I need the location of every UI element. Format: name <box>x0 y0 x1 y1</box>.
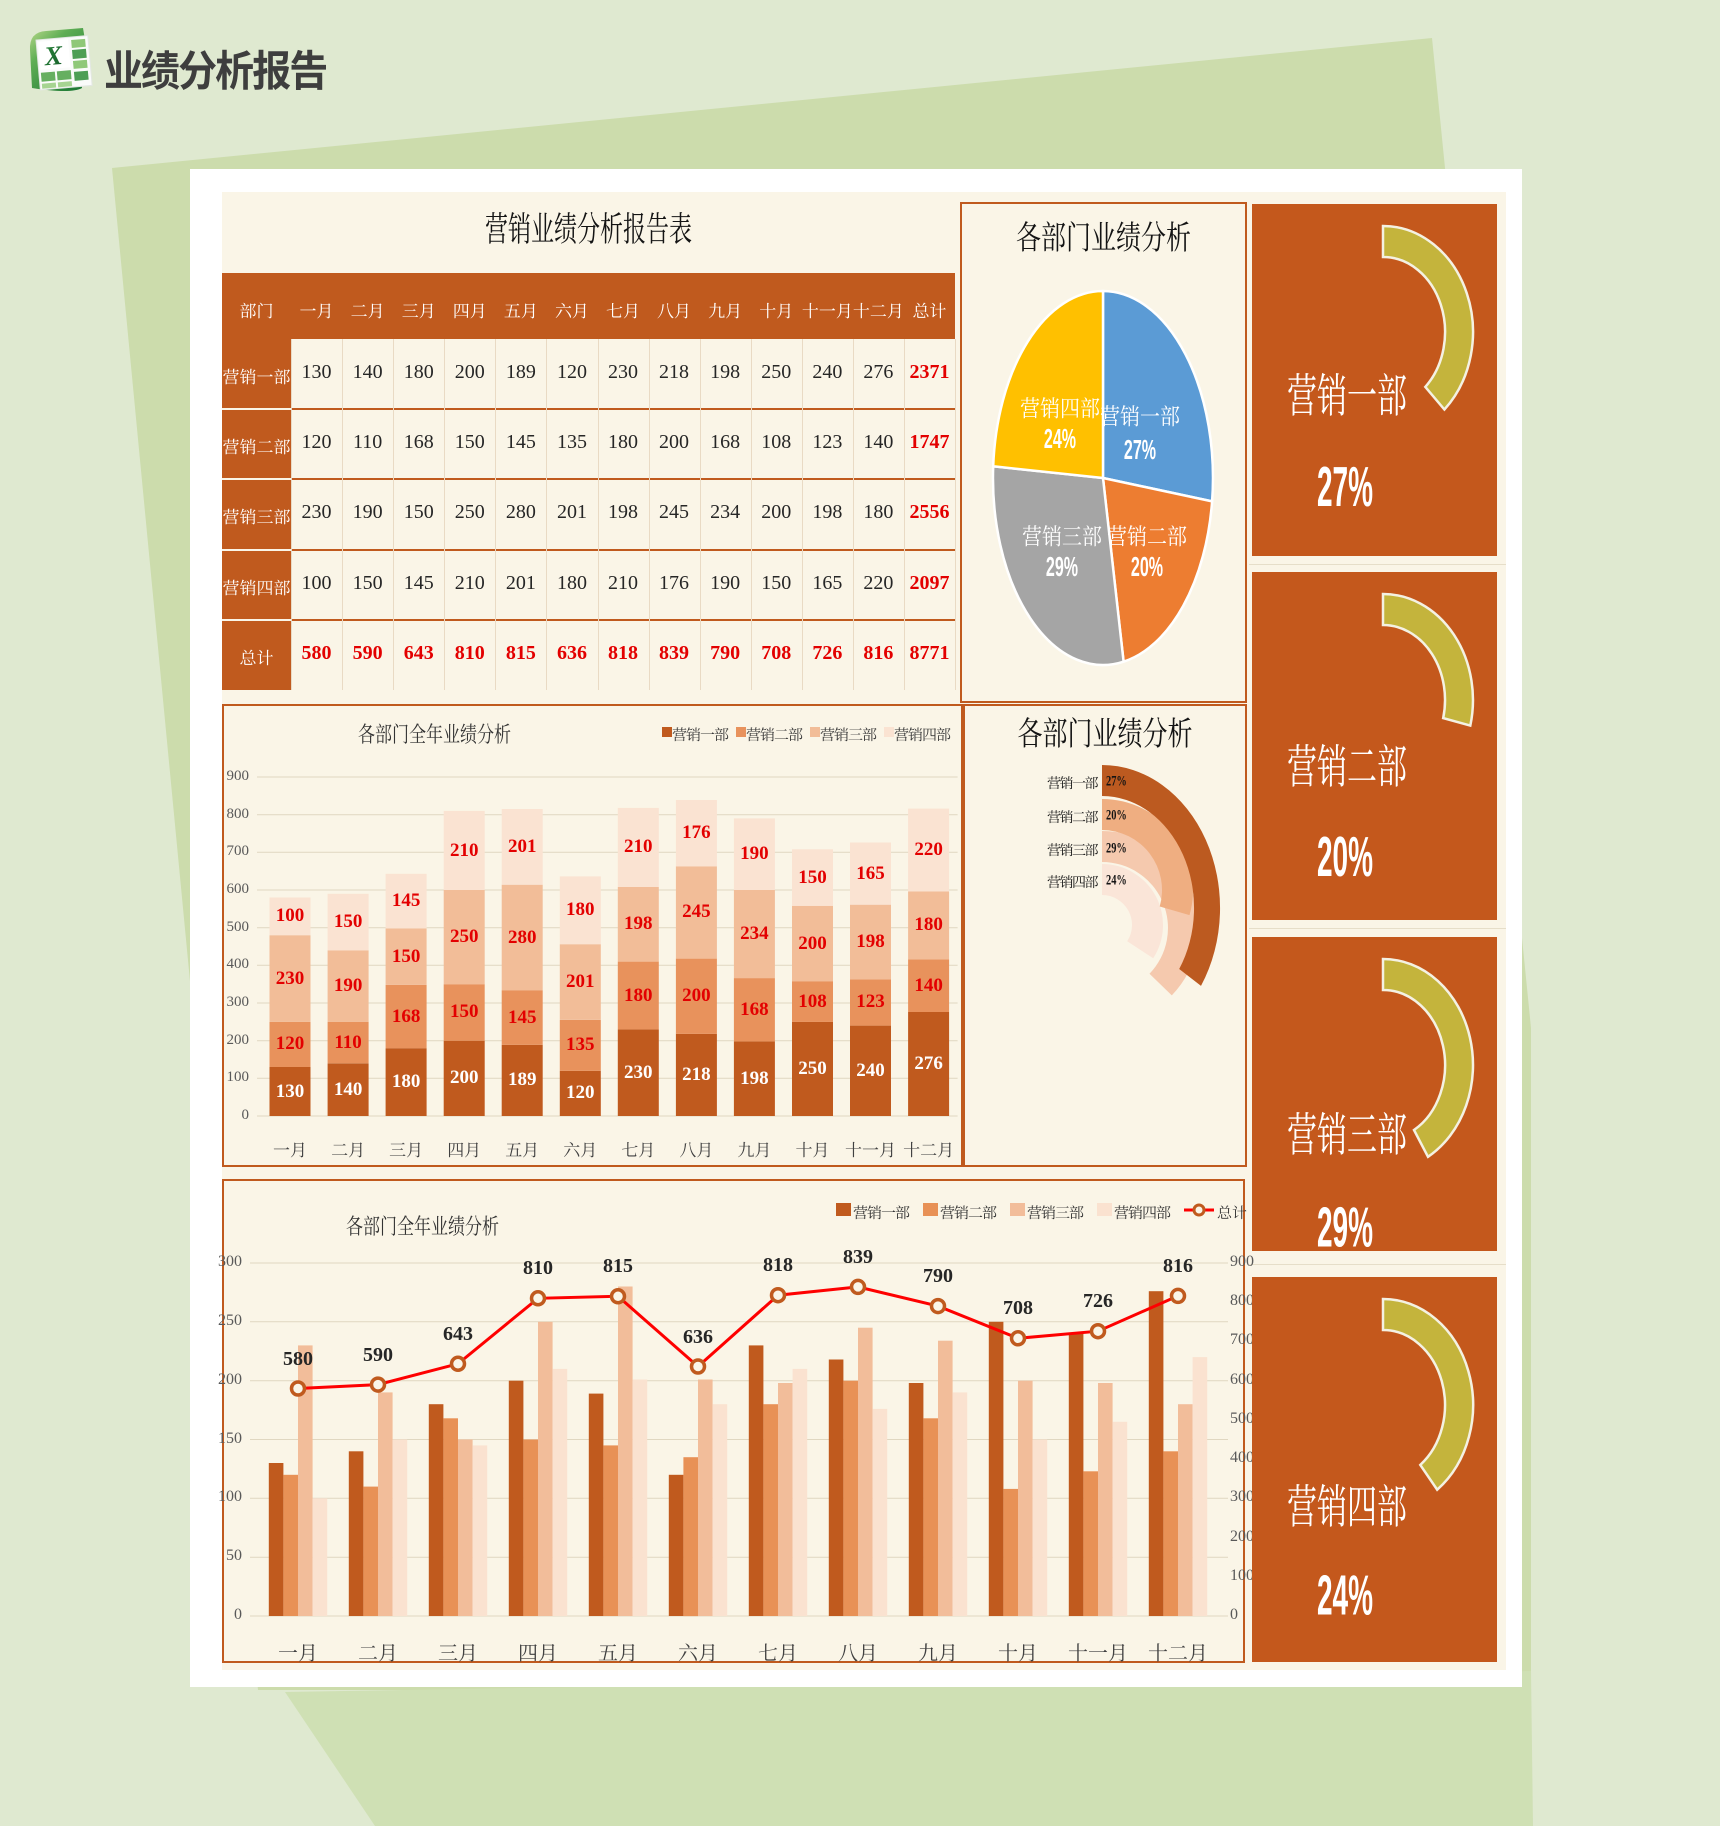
svg-text:X: X <box>42 40 65 72</box>
